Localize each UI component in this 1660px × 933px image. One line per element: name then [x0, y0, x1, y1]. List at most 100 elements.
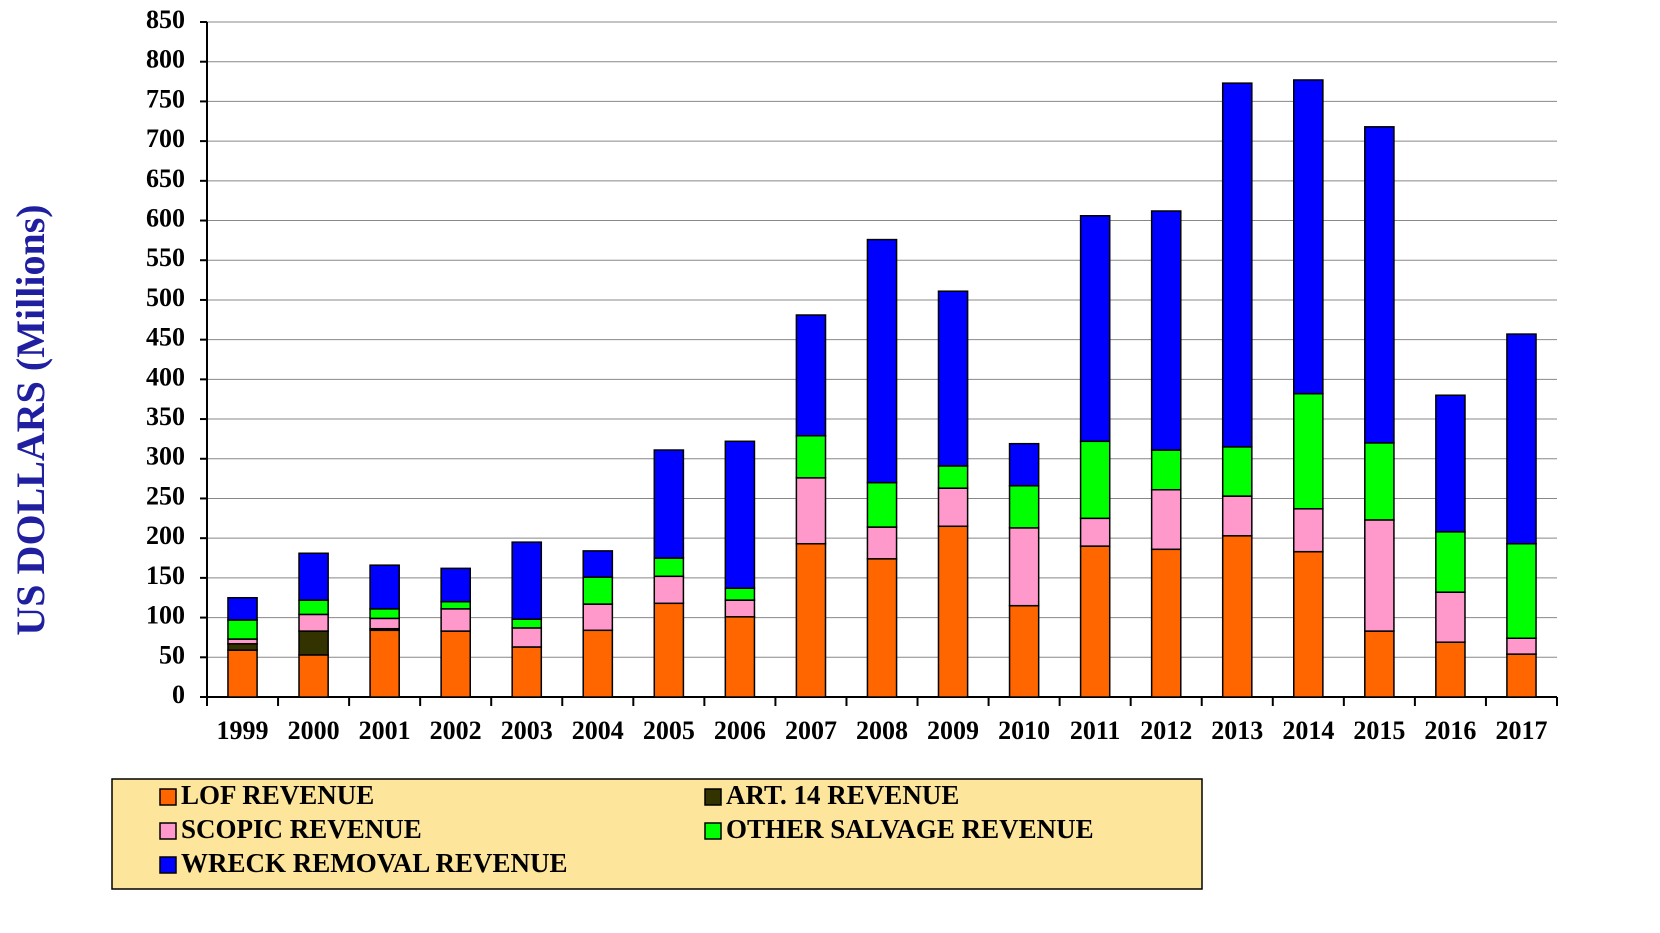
y-tick-label: 350: [146, 402, 185, 431]
bar-segment: [937, 465, 969, 489]
bar-segment: [1435, 531, 1466, 593]
bar-segment: [1221, 82, 1253, 448]
bar-segment: [795, 434, 827, 479]
bar-segment: [1364, 126, 1395, 444]
legend-label: ART. 14 REVENUE: [726, 780, 959, 810]
bar-segment: [298, 654, 329, 698]
bar-segment: [440, 567, 471, 603]
bar-segment: [440, 608, 471, 632]
bar-segment: [440, 600, 471, 610]
bar-segment: [298, 630, 329, 656]
x-tick-label: 2017: [1495, 716, 1547, 745]
bar-segment: [511, 646, 543, 698]
legend-swatch: [159, 822, 177, 840]
bar-segment: [1506, 542, 1537, 639]
y-tick-label: 200: [146, 521, 185, 550]
x-tick-label: 2006: [714, 716, 766, 745]
bar-segment: [298, 552, 329, 601]
bar-segment: [1079, 440, 1111, 520]
bar-segment: [724, 440, 756, 589]
bar-segment: [298, 613, 329, 632]
bar-segment: [937, 290, 969, 467]
bar-segment: [1364, 630, 1395, 698]
y-tick-label: 300: [146, 442, 185, 471]
bar-segment: [724, 616, 756, 698]
x-tick-label: 2003: [501, 716, 553, 745]
bar-segment: [298, 599, 329, 616]
legend-swatch: [704, 788, 722, 806]
bar-segment: [1150, 210, 1182, 451]
bar-segment: [1221, 446, 1253, 497]
x-tick-label: 2012: [1140, 716, 1192, 745]
bar-segment: [1435, 394, 1466, 533]
bar-segment: [227, 596, 258, 621]
legend-box: [111, 778, 1203, 890]
bar-segment: [582, 629, 614, 698]
y-tick-label: 800: [146, 45, 185, 74]
bar-segment: [1364, 442, 1395, 521]
bar-segment: [440, 630, 471, 698]
bar-segment: [227, 619, 258, 640]
x-tick-label: 2004: [572, 716, 624, 745]
y-tick-label: 250: [146, 481, 185, 510]
bar-segment: [1506, 637, 1537, 655]
bar-segment: [369, 608, 400, 620]
x-tick-label: 2008: [856, 716, 908, 745]
bar-segment: [511, 541, 543, 620]
x-tick-label: 2002: [430, 716, 482, 745]
y-tick-label: 500: [146, 283, 185, 312]
bar-segment: [227, 649, 258, 698]
bar-segment: [582, 603, 614, 632]
bar-segment: [511, 618, 543, 629]
bar-segment: [1008, 442, 1040, 487]
y-tick-label: 400: [146, 362, 185, 391]
bar-segment: [866, 558, 898, 698]
y-tick-label: 550: [146, 243, 185, 272]
y-tick-label: 0: [172, 680, 185, 709]
bar-segment: [866, 238, 898, 484]
bar-segment: [1008, 527, 1040, 607]
bar-segment: [1506, 333, 1537, 545]
legend-swatch: [704, 822, 722, 840]
x-tick-label: 1999: [217, 716, 269, 745]
bar-segment: [1364, 519, 1395, 632]
x-tick-label: 2014: [1282, 716, 1334, 745]
bar-segment: [866, 526, 898, 560]
bar-segment: [1008, 485, 1040, 529]
bar-segment: [1008, 604, 1040, 698]
legend-label: WRECK REMOVAL REVENUE: [181, 848, 568, 878]
bar-segment: [1079, 517, 1111, 547]
bar-segment: [1293, 79, 1324, 395]
bar-segment: [369, 617, 400, 630]
y-tick-label: 850: [146, 5, 185, 34]
bar-segment: [1150, 548, 1182, 698]
x-tick-label: 2013: [1211, 716, 1263, 745]
y-tick-label: 650: [146, 164, 185, 193]
bar-segment: [1150, 449, 1182, 491]
y-tick-label: 750: [146, 84, 185, 113]
bar-segment: [724, 587, 756, 601]
bar-segment: [369, 564, 400, 610]
bar-segment: [1293, 550, 1324, 698]
legend-swatch: [159, 788, 177, 806]
y-tick-label: 150: [146, 561, 185, 590]
bar-segment: [369, 629, 400, 698]
x-tick-label: 2010: [998, 716, 1050, 745]
bar-segment: [653, 557, 685, 578]
x-tick-label: 2000: [288, 716, 340, 745]
bar-segment: [795, 314, 827, 437]
x-tick-label: 2009: [927, 716, 979, 745]
x-tick-label: 2015: [1353, 716, 1405, 745]
x-tick-label: 2011: [1070, 716, 1121, 745]
bar-segment: [511, 627, 543, 648]
x-tick-label: 2001: [359, 716, 411, 745]
bar-segment: [653, 602, 685, 698]
legend-label: LOF REVENUE: [181, 780, 374, 810]
y-tick-label: 100: [146, 601, 185, 630]
y-tick-label: 50: [159, 640, 185, 669]
bar-segment: [582, 550, 614, 578]
bar-segment: [227, 643, 258, 651]
bar-segment: [937, 525, 969, 698]
bar-segment: [795, 542, 827, 698]
